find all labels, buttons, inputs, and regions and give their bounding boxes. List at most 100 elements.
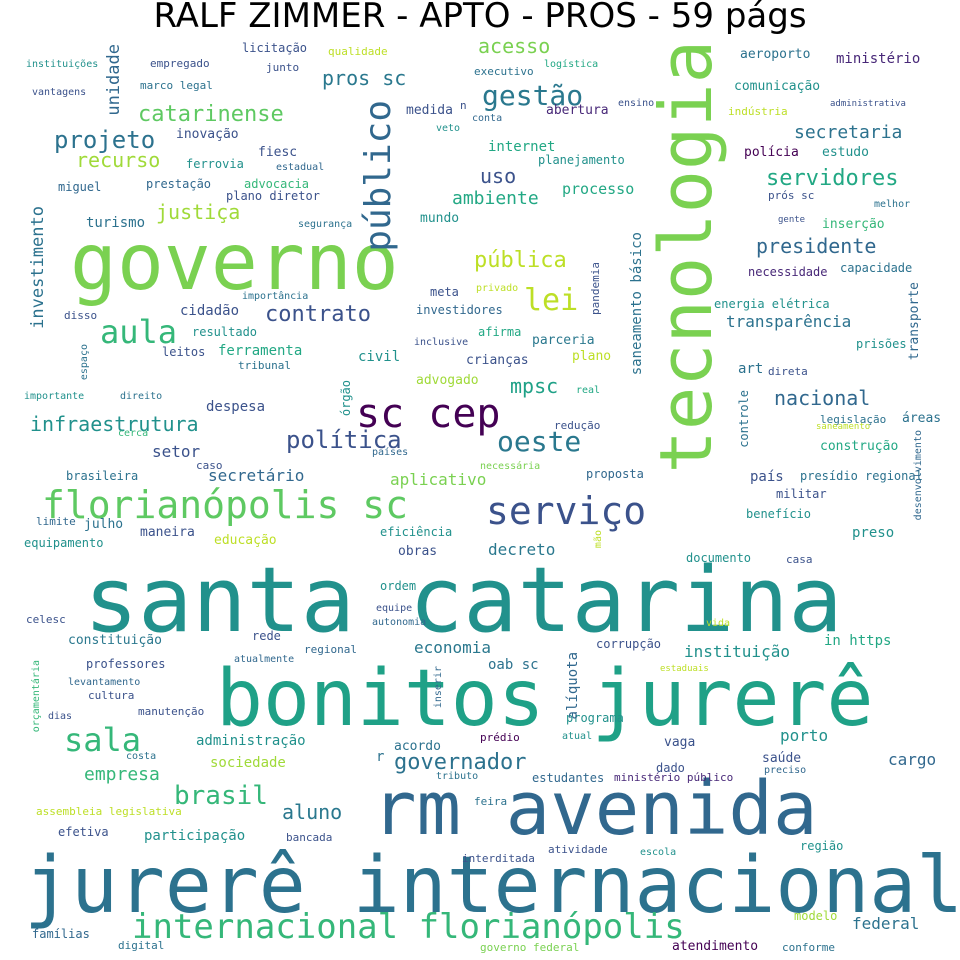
cloud-word: mão: [593, 530, 604, 549]
cloud-word: crianças: [466, 353, 529, 368]
cloud-word: jurerê internacional: [24, 841, 960, 931]
cloud-word: investidores: [416, 303, 503, 317]
cloud-word: estaduais: [660, 664, 709, 674]
cloud-word: executivo: [474, 65, 534, 78]
cloud-word: administrativa: [830, 99, 906, 109]
cloud-word: conforme: [782, 941, 835, 954]
cloud-word: atualmente: [234, 654, 295, 665]
cloud-word: aluno: [282, 800, 343, 824]
cloud-word: empresa: [84, 764, 160, 785]
cloud-word: pros sc: [322, 66, 407, 90]
cloud-word: afirma: [478, 325, 522, 339]
cloud-word: preciso: [764, 765, 807, 776]
cloud-word: real: [576, 385, 601, 396]
cloud-word: eficiência: [380, 525, 453, 539]
cloud-word: sc cep: [356, 391, 501, 437]
cloud-word: caso: [196, 459, 223, 472]
cloud-word: oab sc: [488, 657, 539, 673]
cloud-word: lei: [524, 283, 579, 318]
cloud-word: professores: [86, 657, 166, 671]
cloud-word: miguel: [58, 180, 102, 194]
cloud-word: público: [358, 100, 399, 252]
cloud-word: vaga: [664, 735, 696, 750]
cloud-word: pública: [474, 248, 567, 273]
cloud-word: advocacia: [244, 177, 310, 191]
cloud-word: inserção: [822, 217, 885, 232]
cloud-word: secretaria: [794, 122, 903, 143]
cloud-word: dias: [48, 711, 73, 722]
cloud-word: porto: [780, 726, 829, 745]
cloud-word: cerca: [118, 428, 149, 439]
cloud-word: projeto: [54, 126, 156, 154]
cloud-word: marco legal: [140, 79, 213, 92]
cloud-word: n: [460, 99, 467, 112]
cloud-word: investimento: [28, 206, 48, 329]
cloud-word: saneamento: [816, 422, 871, 432]
cloud-word: federal: [852, 914, 920, 933]
cloud-word: cidadão: [180, 303, 240, 319]
cloud-word: controle: [737, 390, 751, 448]
cloud-word: oeste: [497, 425, 582, 458]
cloud-word: prédio: [480, 731, 520, 744]
cloud-word: brasil: [174, 781, 268, 811]
cloud-word: empregado: [150, 57, 210, 70]
cloud-word: ministério público: [614, 771, 734, 784]
cloud-word: saúde: [762, 751, 802, 766]
cloud-word: presidente: [756, 234, 877, 258]
cloud-word: plano: [572, 349, 612, 364]
cloud-word: efetiva: [58, 825, 109, 839]
cloud-word: art: [738, 361, 764, 377]
cloud-word: mundo: [420, 211, 460, 226]
cloud-word: instituição: [684, 642, 790, 661]
cloud-word: região: [800, 839, 844, 853]
cloud-word: bonitos jurerê: [216, 654, 874, 744]
cloud-word: levantamento: [68, 677, 141, 688]
cloud-word: junto: [266, 61, 300, 74]
cloud-word: redução: [554, 419, 601, 432]
cloud-word: importância: [242, 291, 309, 302]
cloud-word: costa: [126, 751, 157, 762]
cloud-word: mpsc: [510, 374, 559, 398]
cloud-word: turismo: [86, 215, 146, 231]
cloud-word: ordem: [380, 579, 417, 593]
cloud-word: leitos: [162, 345, 206, 359]
cloud-word: tecnologia: [644, 40, 728, 474]
cloud-word: aplicativo: [390, 470, 487, 489]
cloud-word: aula: [100, 313, 178, 351]
cloud-word: processo: [562, 180, 635, 198]
cloud-word: estudantes: [532, 771, 605, 785]
cloud-word: aeroporto: [740, 47, 811, 62]
cloud-word: logística: [544, 59, 599, 70]
cloud-word: polícia: [744, 145, 799, 160]
cloud-word: comunicação: [734, 79, 821, 94]
cloud-word: tribunal: [238, 359, 291, 372]
cloud-word: veto: [436, 123, 461, 134]
cloud-word: uso: [480, 164, 517, 188]
cloud-word: obras: [398, 544, 438, 559]
cloud-word: dado: [656, 761, 685, 775]
cloud-word: modelo: [794, 909, 838, 923]
cloud-word: interditada: [462, 852, 535, 865]
cloud-word: recurso: [76, 148, 161, 172]
cloud-word: planejamento: [538, 153, 625, 167]
cloud-word: plano diretor: [226, 189, 320, 203]
cloud-word: atual: [562, 731, 593, 742]
cloud-word: internacional florianópolis: [132, 907, 685, 947]
cloud-word: conta: [472, 113, 503, 124]
cloud-word: política: [286, 426, 402, 454]
cloud-word: áreas: [902, 411, 942, 426]
cloud-word: espaço: [79, 344, 90, 381]
cloud-word: melhor: [874, 199, 911, 210]
cloud-word: orçamentária: [31, 660, 42, 733]
cloud-word: benefício: [746, 507, 812, 521]
cloud-word: país: [750, 469, 784, 485]
cloud-word: privado: [476, 283, 519, 294]
cloud-word: secretário: [208, 466, 305, 485]
cloud-word: celesc: [26, 613, 66, 626]
cloud-word: presídio regional: [800, 469, 923, 483]
cloud-word: equipe: [376, 603, 413, 614]
cloud-word: rm avenida: [372, 766, 818, 852]
cloud-word: legislação: [820, 413, 887, 426]
cloud-word: inclusive: [414, 337, 469, 348]
cloud-word: setor: [152, 442, 201, 461]
